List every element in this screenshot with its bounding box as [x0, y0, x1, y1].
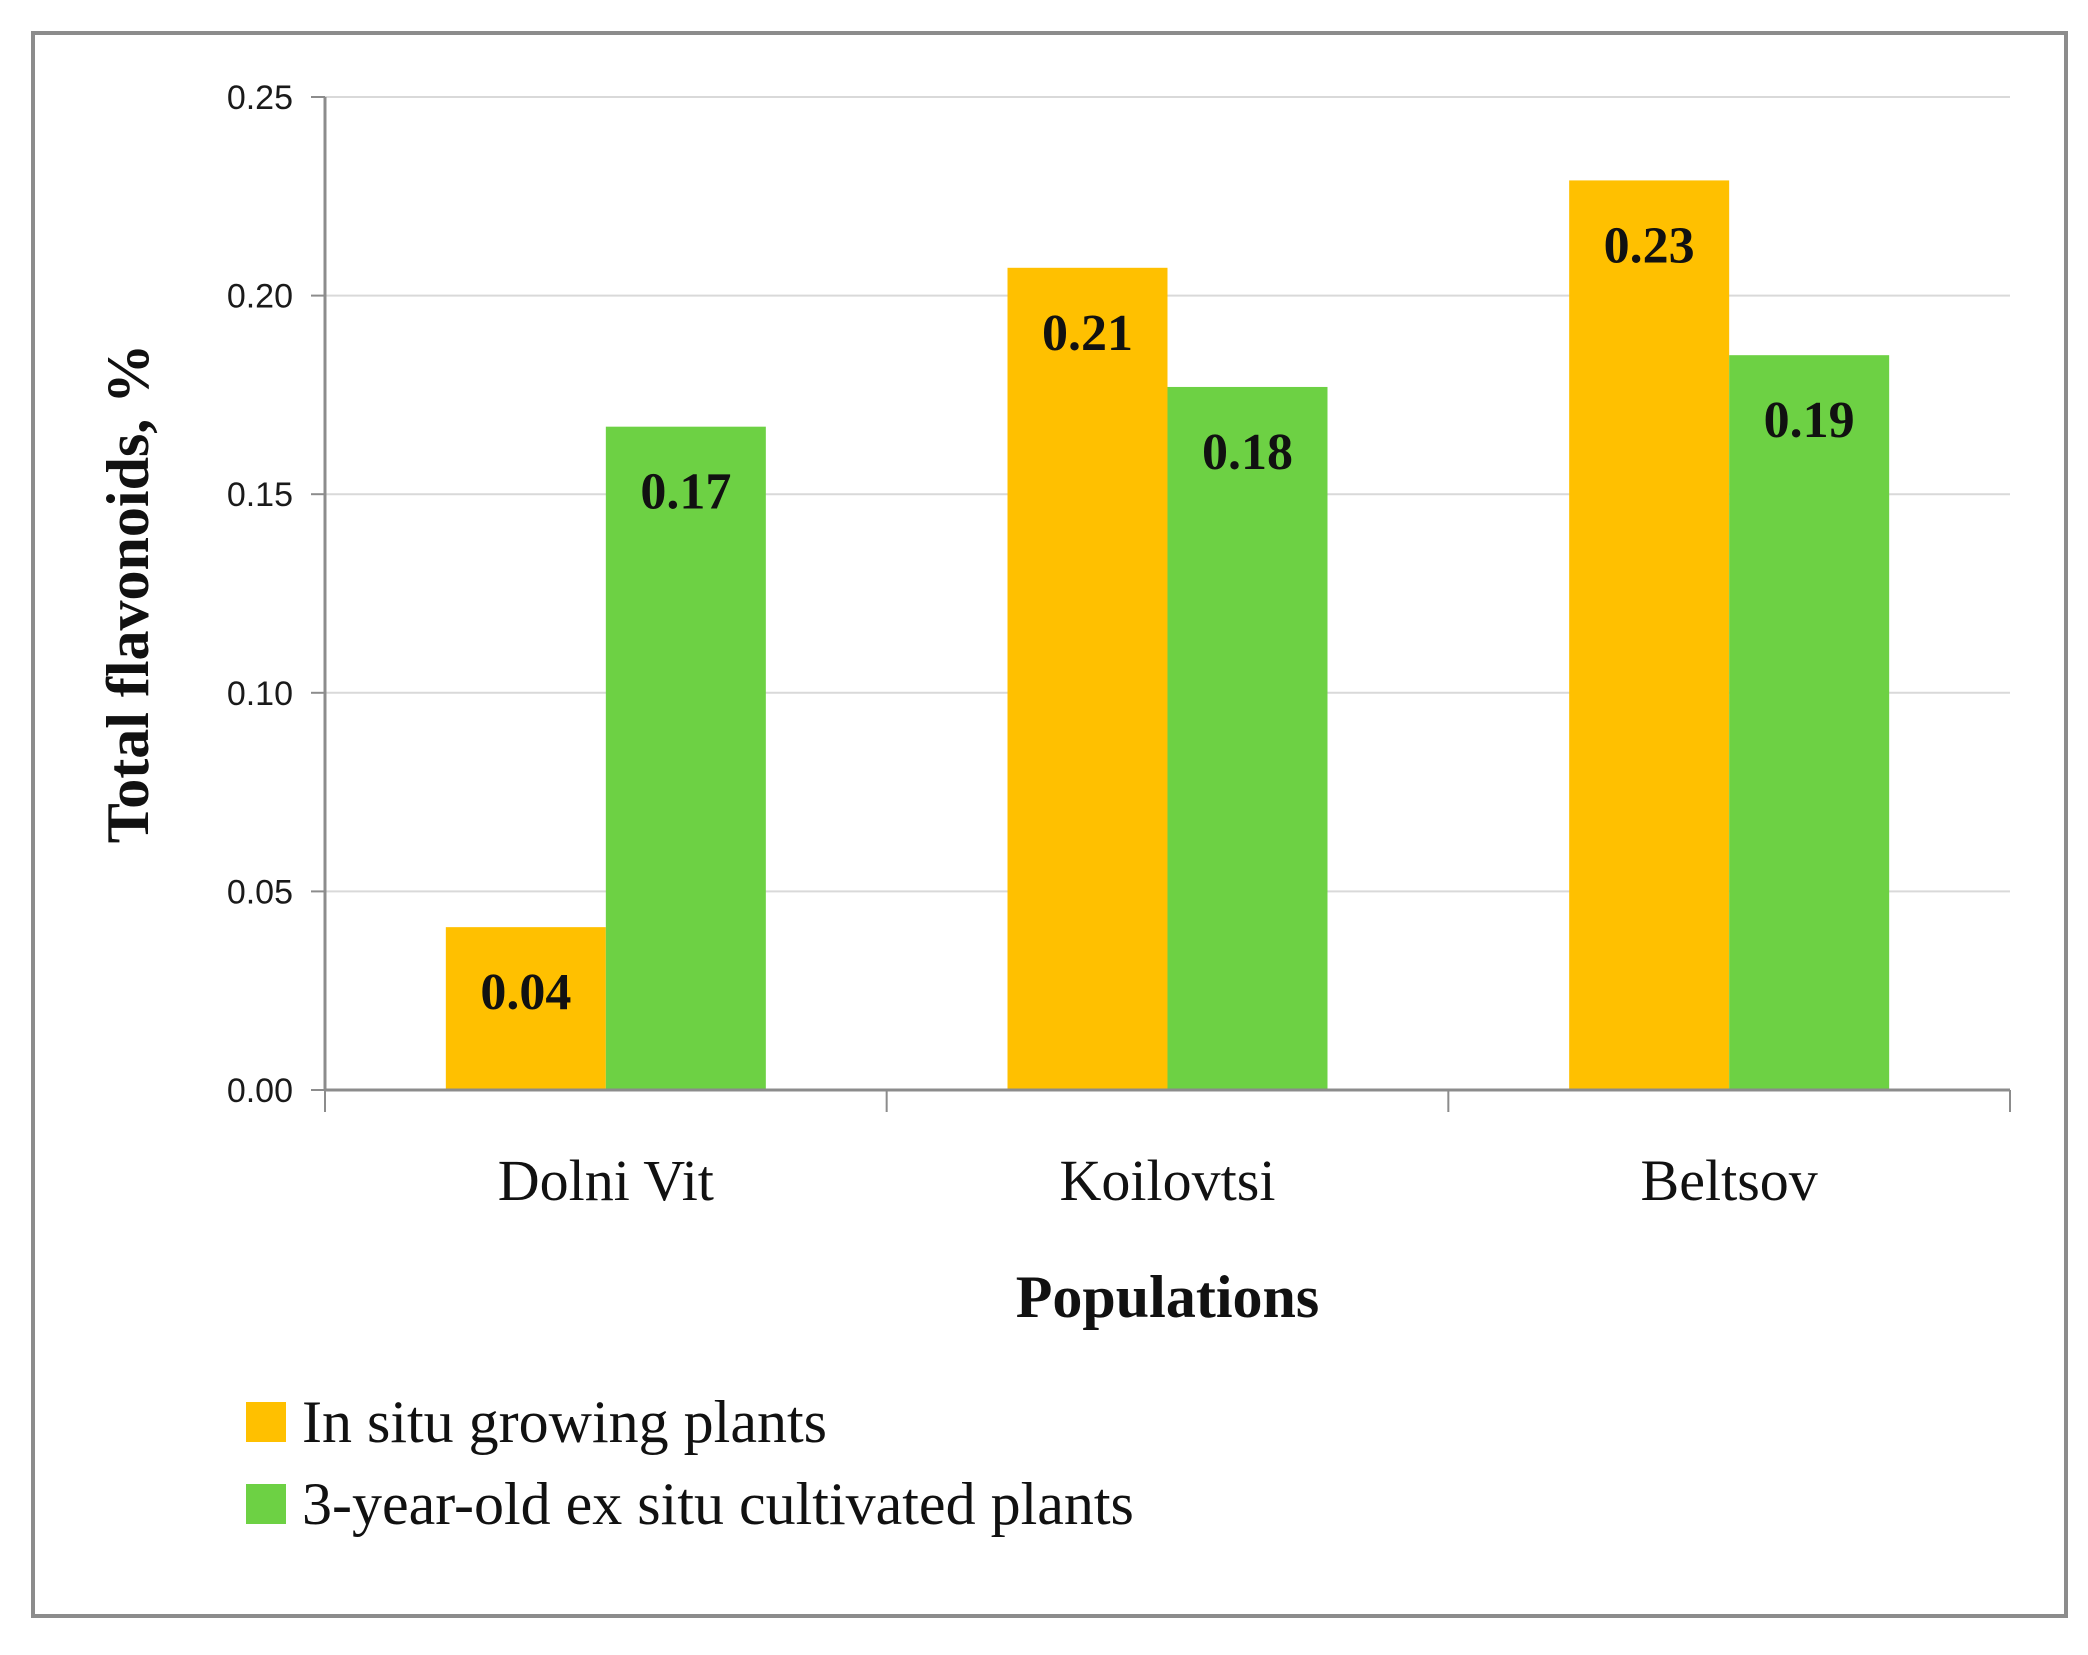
bar: [445, 927, 606, 1090]
bar: [1569, 180, 1730, 1091]
legend-label: In situ growing plants: [302, 1389, 827, 1455]
data-label: 0.19: [1764, 392, 1855, 449]
axes: [311, 96, 2011, 1112]
y-tick-label: 0.15: [227, 476, 293, 514]
y-tick-label: 0.25: [227, 79, 293, 117]
labels: 0.00 0.05 0.10 0.15 0.20 0.25 Dolni Vit 0.04 0.1…: [95, 79, 1855, 1330]
legend: In situ growing plants 3-year-old ex situ…: [246, 1389, 1134, 1537]
bar: [605, 426, 766, 1090]
y-tick-label: 0.00: [227, 1072, 293, 1110]
data-label: 0.18: [1202, 424, 1293, 481]
x-category-label: Dolni Vit: [498, 1148, 714, 1213]
x-category-label: Koilovtsi: [1060, 1148, 1276, 1213]
bar: [1007, 267, 1168, 1090]
data-label: 0.04: [480, 964, 571, 1021]
bar: [1729, 355, 1890, 1090]
data-label: 0.23: [1604, 217, 1695, 274]
y-axis-title: Total flavonoids, %: [95, 344, 161, 844]
bar: [1167, 386, 1328, 1090]
data-label: 0.17: [640, 464, 731, 521]
legend-label: 3-year-old ex situ cultivated plants: [302, 1471, 1134, 1537]
y-tick-label: 0.10: [227, 675, 293, 713]
y-tick-label: 0.20: [227, 278, 293, 316]
x-axis-title: Populations: [1016, 1264, 1319, 1330]
data-label: 0.21: [1042, 305, 1133, 362]
legend-swatch: [246, 1402, 286, 1442]
y-tick-label: 0.05: [227, 873, 293, 911]
x-category-label: Beltsov: [1641, 1148, 1818, 1213]
legend-swatch: [246, 1484, 286, 1524]
bars: [445, 180, 1890, 1091]
